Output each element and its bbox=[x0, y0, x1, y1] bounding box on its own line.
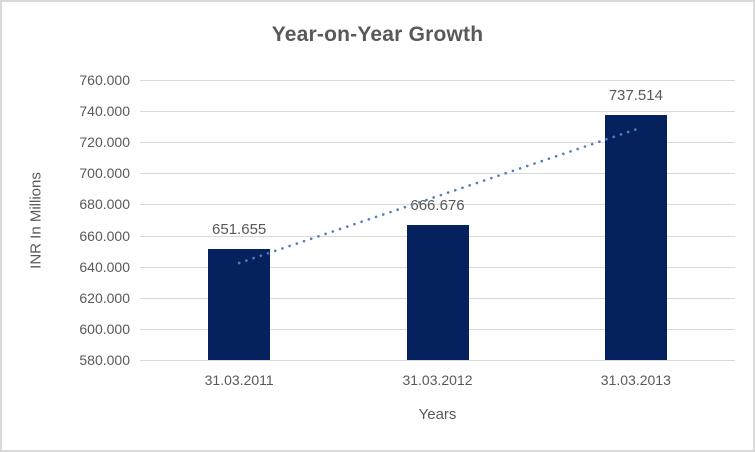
gridline bbox=[140, 80, 735, 81]
y-tick-label: 600.000 bbox=[79, 320, 130, 337]
x-tick-label: 31.03.2013 bbox=[600, 372, 671, 388]
chart-title: Year-on-Year Growth bbox=[271, 23, 484, 46]
y-tick-label: 640.000 bbox=[79, 258, 130, 275]
y-tick-label: 760.000 bbox=[79, 72, 130, 88]
bar bbox=[604, 114, 667, 360]
y-axis-title: INR In Millions bbox=[27, 172, 45, 269]
x-axis-title: Years bbox=[418, 406, 457, 423]
y-tick-label: 700.000 bbox=[79, 165, 130, 182]
y-tick-label: 620.000 bbox=[79, 289, 130, 306]
y-tick-label: 740.000 bbox=[79, 103, 130, 120]
y-tick-label: 680.000 bbox=[79, 196, 130, 213]
y-tick-label: 660.000 bbox=[79, 227, 130, 244]
x-tick-label: 31.03.2012 bbox=[402, 372, 473, 388]
gridline bbox=[140, 360, 735, 361]
bar bbox=[406, 225, 469, 360]
y-tick-label: 580.000 bbox=[79, 352, 130, 368]
x-tick-label: 31.03.2011 bbox=[204, 372, 274, 388]
bar-value-label: 737.514 bbox=[608, 86, 663, 104]
gridline bbox=[140, 111, 735, 113]
bar-value-label: 666.676 bbox=[410, 197, 465, 215]
bar-value-label: 651.655 bbox=[212, 220, 267, 238]
bar bbox=[208, 248, 271, 360]
y-tick-label: 720.000 bbox=[79, 134, 130, 151]
